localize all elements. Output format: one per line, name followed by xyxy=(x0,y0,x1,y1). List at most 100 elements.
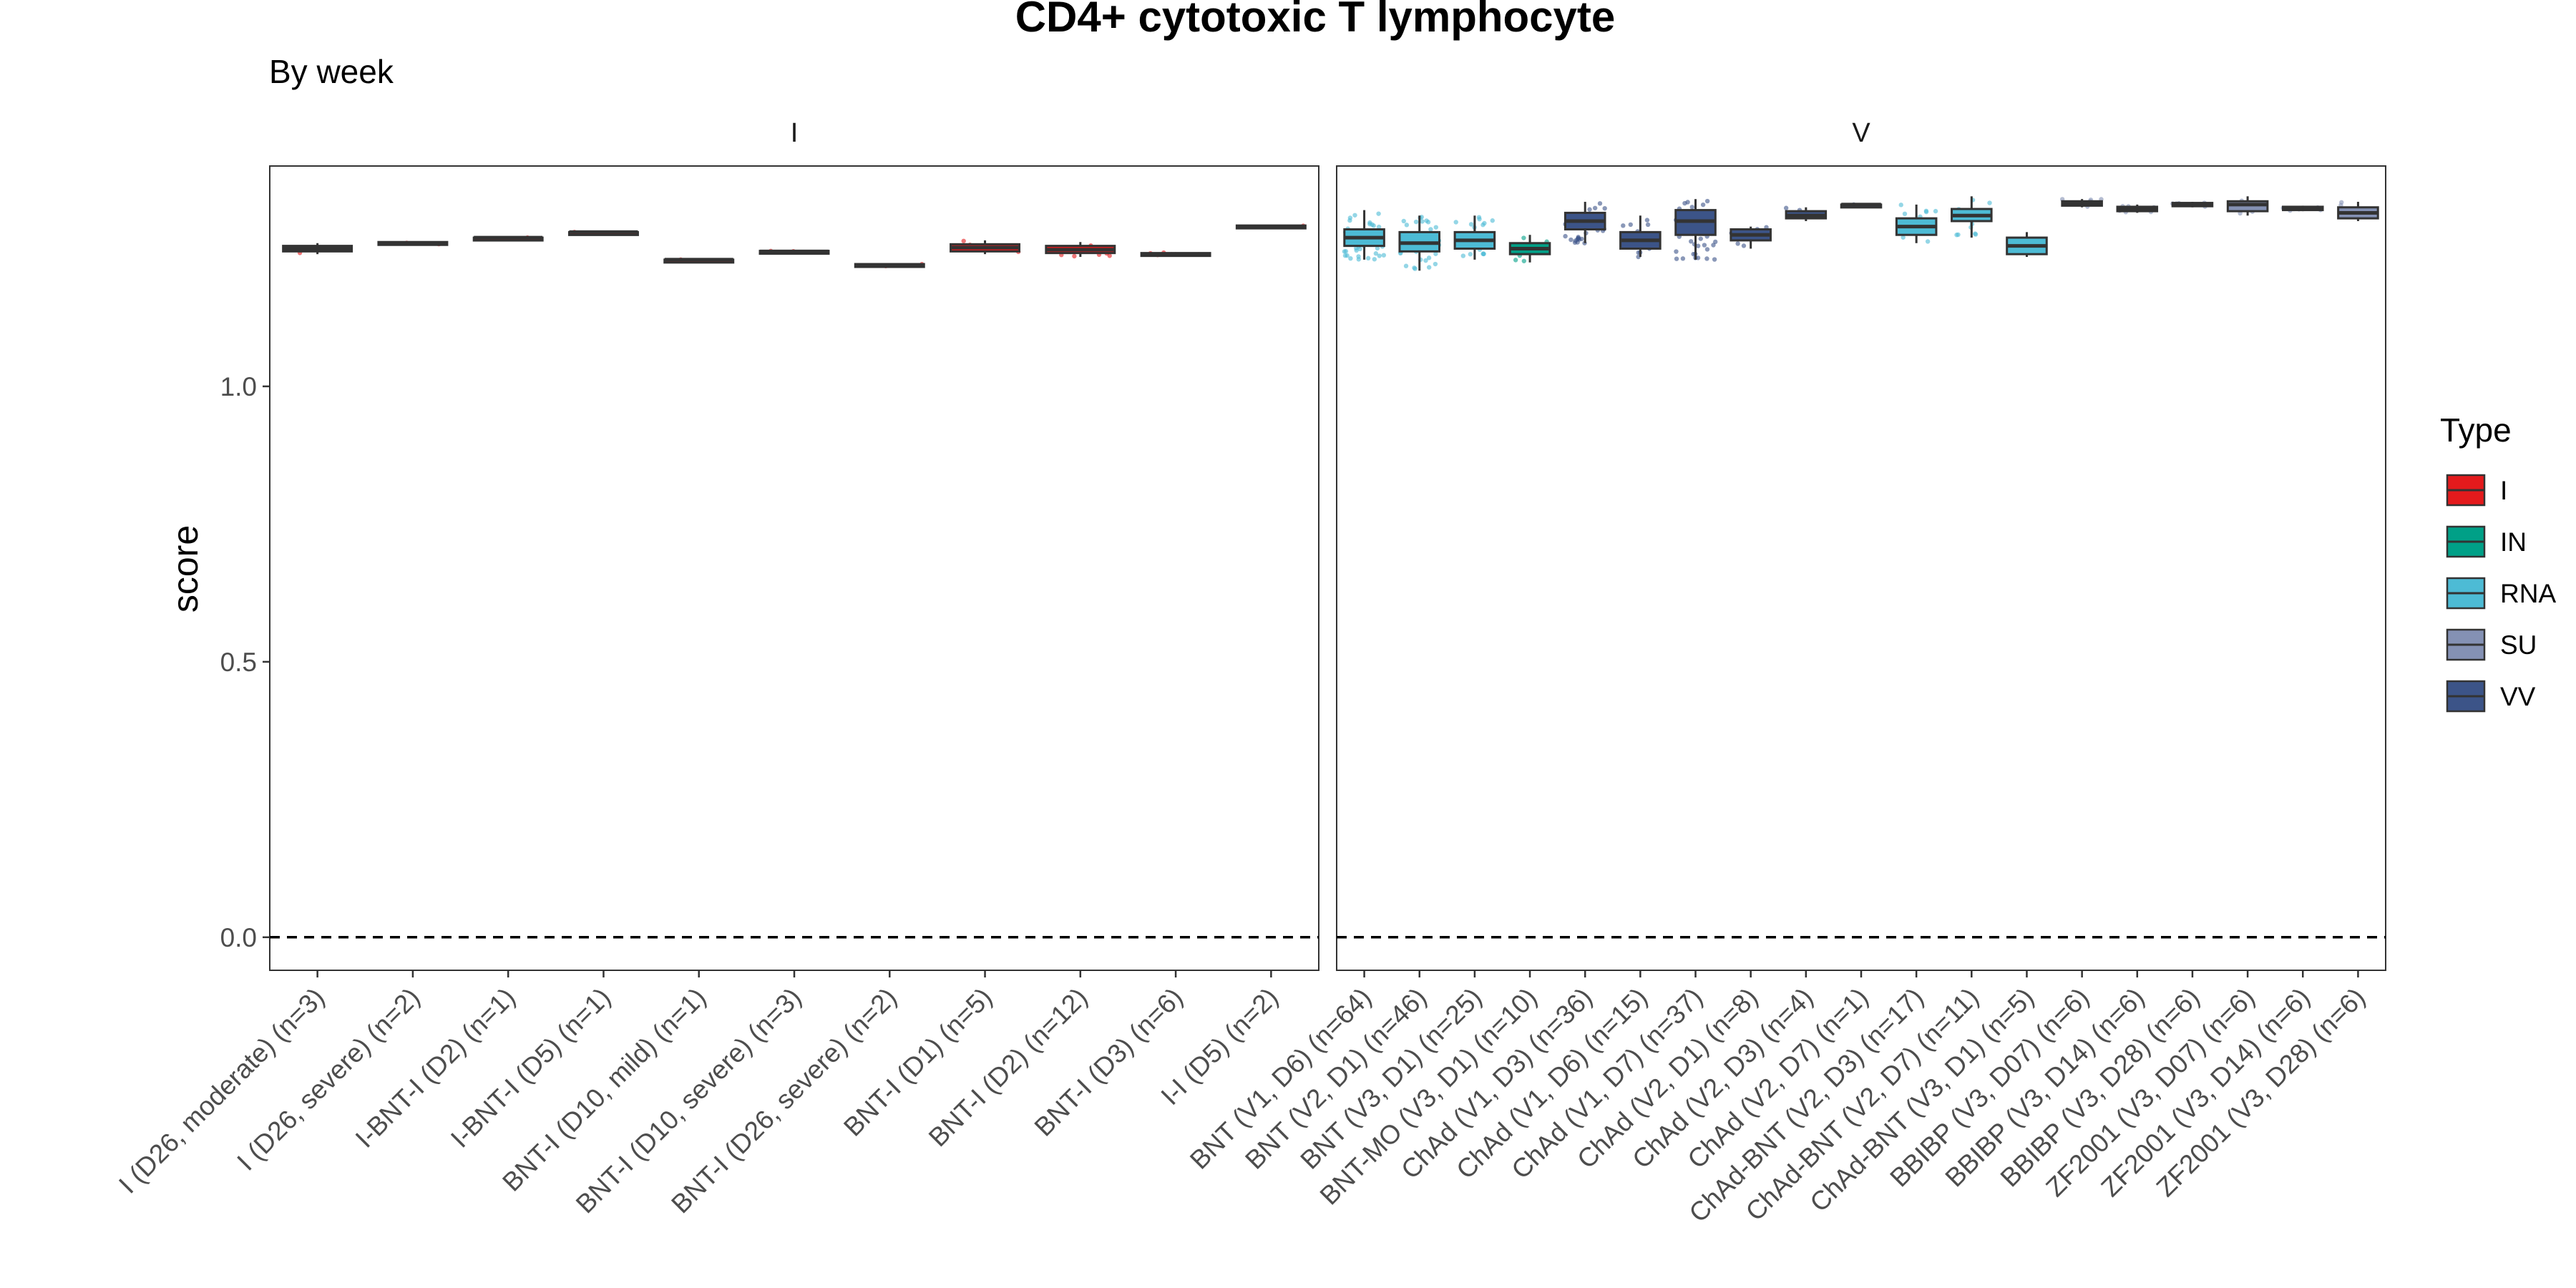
data-point xyxy=(1468,222,1474,227)
data-point xyxy=(1413,219,1419,225)
data-point xyxy=(1426,265,1432,270)
data-point xyxy=(1480,251,1485,256)
box-group xyxy=(1840,202,1883,209)
facet-strip-label: V xyxy=(1852,118,1870,148)
data-point xyxy=(1695,243,1701,248)
box-group xyxy=(950,238,1021,255)
data-point xyxy=(1453,220,1458,225)
data-point xyxy=(1482,220,1487,226)
data-point xyxy=(1352,213,1357,218)
box-group xyxy=(282,243,353,255)
data-point xyxy=(1342,249,1347,254)
box-group xyxy=(1397,215,1442,271)
data-point xyxy=(1365,255,1371,261)
data-point xyxy=(1735,241,1740,246)
data-point xyxy=(1973,232,1979,237)
box-group xyxy=(2337,200,2379,221)
box-group xyxy=(2006,232,2048,258)
box-group xyxy=(1140,250,1211,258)
data-point xyxy=(1403,263,1409,268)
data-point xyxy=(961,238,966,243)
data-point xyxy=(1597,201,1603,206)
box-group xyxy=(1783,205,1828,221)
data-point xyxy=(1460,253,1466,258)
data-point xyxy=(1695,255,1701,260)
box-group xyxy=(758,248,830,255)
data-point xyxy=(1381,253,1387,258)
data-point xyxy=(1413,266,1418,271)
data-point xyxy=(1354,248,1359,253)
data-point xyxy=(1521,258,1527,263)
data-point xyxy=(1356,254,1361,259)
data-point xyxy=(1685,200,1690,205)
data-point xyxy=(1476,215,1482,220)
legend-label: SU xyxy=(2500,630,2537,660)
legend-label: IN xyxy=(2500,527,2527,557)
data-point xyxy=(1376,211,1381,216)
data-point xyxy=(1404,223,1410,228)
data-point xyxy=(1513,258,1518,263)
box-group xyxy=(472,235,544,242)
data-point xyxy=(1468,252,1473,257)
box-group xyxy=(1563,201,1607,245)
data-point xyxy=(1741,243,1747,248)
data-point xyxy=(1602,205,1607,211)
data-point xyxy=(1644,218,1650,223)
legend-item-in: IN xyxy=(2446,525,2527,558)
y-tick-label: 0.0 xyxy=(220,923,257,952)
data-point xyxy=(1401,218,1406,224)
facet-strip-label: I xyxy=(791,118,799,148)
data-point xyxy=(1433,225,1438,230)
data-point xyxy=(1704,198,1710,204)
data-point xyxy=(1680,256,1686,261)
data-point xyxy=(1689,239,1694,244)
data-point xyxy=(1377,253,1382,258)
box-group xyxy=(2226,196,2269,216)
box-group xyxy=(854,262,925,268)
data-point xyxy=(1713,239,1718,245)
legend-label: RNA xyxy=(2500,579,2556,608)
data-point xyxy=(1712,257,1717,262)
data-point xyxy=(1373,251,1379,256)
data-point xyxy=(1923,208,1929,213)
data-point xyxy=(1426,255,1432,260)
box-group xyxy=(1342,210,1387,262)
data-point xyxy=(1674,249,1679,254)
data-point xyxy=(1420,219,1425,224)
data-point xyxy=(1372,257,1377,262)
y-tick-label: 0.5 xyxy=(220,648,257,677)
data-point xyxy=(1568,237,1574,243)
box-group xyxy=(2280,205,2324,213)
data-point xyxy=(1072,253,1077,259)
facet-panels: 0.00.51.0II (D26, moderate) (n=3)I (D26,… xyxy=(113,118,2386,1228)
data-point xyxy=(1423,258,1428,263)
data-point xyxy=(1704,247,1710,252)
legend: Type I IN RNA SU VV xyxy=(2440,411,2556,713)
data-point xyxy=(1375,245,1380,251)
data-point xyxy=(1490,218,1495,223)
box-group xyxy=(663,257,735,264)
data-point xyxy=(1428,227,1433,232)
box-group xyxy=(1895,203,1938,244)
data-point xyxy=(1347,218,1352,223)
legend-item-rna: RNA xyxy=(2446,577,2556,610)
box-group xyxy=(1045,242,1116,259)
box-group xyxy=(1673,198,1718,262)
panel-border xyxy=(269,165,1319,971)
data-point xyxy=(1674,256,1679,261)
data-point xyxy=(1901,235,1906,240)
panel-border xyxy=(1336,165,2386,971)
data-point xyxy=(1576,236,1581,241)
legend-title: Type xyxy=(2440,411,2512,449)
data-point xyxy=(1563,233,1568,239)
legend-item-su: SU xyxy=(2446,628,2537,661)
data-point xyxy=(1621,223,1626,228)
data-point xyxy=(1433,261,1438,267)
data-point xyxy=(1425,220,1431,225)
data-point xyxy=(1702,243,1707,248)
legend-label: I xyxy=(2500,476,2507,505)
data-point xyxy=(1579,236,1584,242)
box-group xyxy=(567,230,639,236)
data-point xyxy=(1587,207,1592,212)
y-tick-label: 1.0 xyxy=(220,372,257,401)
